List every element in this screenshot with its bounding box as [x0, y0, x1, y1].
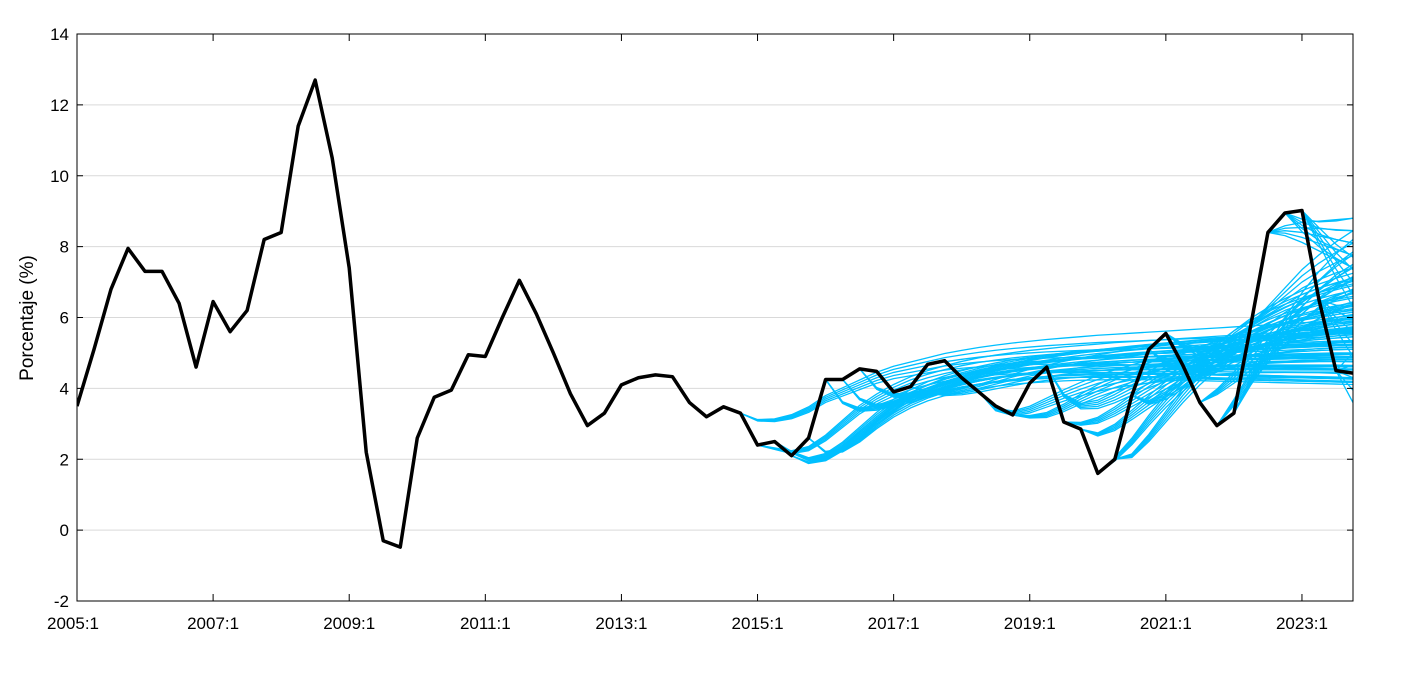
y-tick-label: 6 — [60, 309, 69, 328]
forecast-path — [1318, 299, 1353, 357]
forecast-path — [808, 371, 1353, 454]
y-axis-ticks: -2 0 2 4 6 8 10 12 14 — [50, 25, 1353, 611]
forecast-path — [1284, 212, 1353, 223]
plot-frame — [76, 33, 1354, 602]
forecast-path — [1046, 336, 1353, 407]
forecast-path — [1335, 370, 1353, 403]
forecast-path — [910, 364, 1353, 396]
y-tick-label: 10 — [50, 167, 69, 186]
y-tick-label: 4 — [60, 379, 69, 398]
forecast-path — [1250, 267, 1353, 326]
forecast-path — [1182, 276, 1353, 369]
y-tick-label: 2 — [60, 450, 69, 469]
forecast-path — [1216, 278, 1353, 426]
forecast-path — [1301, 210, 1353, 295]
forecast-path — [1199, 316, 1353, 404]
y-tick-label: 0 — [60, 521, 69, 540]
y-tick-label: -2 — [54, 592, 69, 611]
forecast-path — [1250, 254, 1353, 326]
forecast-path — [1284, 212, 1353, 244]
y-tick-label: 12 — [50, 96, 69, 115]
forecast-path — [1318, 299, 1353, 333]
forecast-path — [1097, 320, 1353, 474]
forecast-path — [1318, 299, 1353, 308]
forecast-path — [1233, 251, 1353, 414]
forecast-path — [859, 365, 1353, 398]
x-tick-label: 2023:1 — [1276, 614, 1328, 633]
forecast-path — [1301, 210, 1353, 283]
forecast-path — [1165, 329, 1353, 357]
forecast-path — [1318, 299, 1353, 320]
x-tick-label: 2019:1 — [1004, 614, 1056, 633]
actual-series — [77, 78, 1353, 549]
x-tick-label: 2005:1 — [47, 614, 99, 633]
forecast-path — [910, 352, 1353, 395]
forecast-path — [1335, 352, 1353, 372]
forecast-path — [1233, 263, 1353, 414]
x-tick-label: 2017:1 — [868, 614, 920, 633]
forecast-path — [978, 328, 1353, 412]
forecast-path — [1063, 358, 1353, 426]
forecast-path — [1284, 212, 1353, 269]
forecast-path — [1318, 299, 1353, 345]
forecast-path — [1148, 330, 1353, 372]
forecast-path — [1233, 276, 1353, 414]
x-tick-label: 2021:1 — [1140, 614, 1192, 633]
forecast-path — [740, 363, 1353, 423]
x-tick-label: 2007:1 — [187, 614, 239, 633]
forecast-path — [1335, 370, 1353, 391]
forecast-path — [1182, 288, 1353, 371]
y-tick-label: 14 — [50, 25, 69, 44]
actual-line — [77, 78, 1353, 549]
forecast-path — [1301, 210, 1353, 258]
forecast-path — [1250, 279, 1353, 326]
forecast-path — [1301, 210, 1353, 308]
forecast-path — [1250, 230, 1353, 326]
x-axis-ticks: 2005:1 2007:1 2009:1 2011:1 2013:1 2015:1 2017… — [47, 34, 1328, 633]
forecast-path — [1233, 288, 1353, 414]
x-tick-label: 2015:1 — [732, 614, 784, 633]
forecast-path — [1301, 210, 1353, 271]
grid-lines — [77, 104, 1353, 531]
y-axis-title: Porcentaje (%) — [17, 255, 38, 381]
y-tick-label: 8 — [60, 238, 69, 257]
x-tick-label: 2013:1 — [595, 614, 647, 633]
forecast-path — [1165, 317, 1353, 355]
forecast-path — [808, 378, 1353, 454]
x-tick-label: 2011:1 — [460, 614, 511, 633]
forecast-path — [978, 366, 1353, 415]
forecast-path — [1216, 303, 1353, 427]
x-tick-label: 2009:1 — [323, 614, 375, 633]
